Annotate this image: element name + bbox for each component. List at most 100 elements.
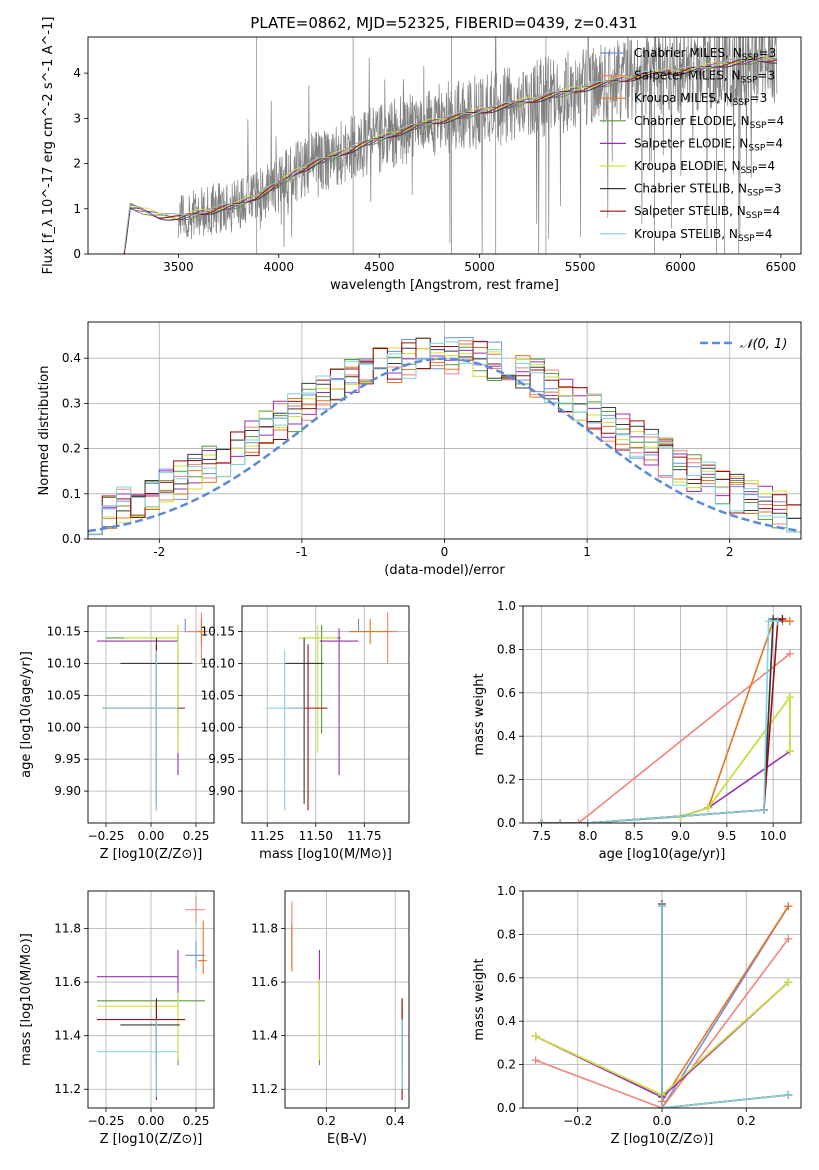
massweight_vs_age-ytick-label: 0.4	[497, 729, 516, 743]
massweight_vs_age-marker-kroupa-miles	[785, 617, 794, 626]
spectrum-frame	[87, 36, 802, 255]
residuals-ytick-label: 0.0	[62, 532, 81, 546]
age_vs_mass-ytick-label: 10.00	[201, 720, 235, 734]
age_vs_Z-ytick-label: 10.00	[47, 720, 81, 734]
age_vs_mass-plot-area	[265, 612, 398, 811]
massweight_vs_age-frame	[522, 605, 802, 824]
mass_vs_ebv-plot-area	[291, 901, 403, 1100]
massweight_vs_Z-ytick-label: 0.2	[497, 1058, 516, 1072]
massweight_vs_age-line-chabrier-miles	[541, 620, 790, 823]
massweight_vs_age-xtick-label: 9.0	[671, 829, 690, 843]
massweight_vs_Z-marker-kroupa-elodie	[531, 1032, 540, 1041]
massweight_vs_age-marker-salpeter-miles	[574, 819, 583, 823]
massweight_vs_age-marker-kroupa-elodie	[785, 747, 794, 756]
age_vs_Z-panel: −0.25 0.00 0.25 9.90 9.95 10.00 10.05 10.10 10.1…	[19, 605, 215, 862]
spectrum-panel: 3500 4000 4500 5000 5500 6000 6500 0 1 2 3 4 wavelen…	[41, 17, 802, 293]
massweight_vs_Z-ylabel: mass weight	[472, 958, 487, 1040]
massweight_vs_Z-marker-kroupa-stelib	[658, 1104, 666, 1108]
massweight_vs_age-ytick-label: 1.0	[497, 599, 516, 613]
age_vs_Z-ytick-label: 10.10	[47, 656, 81, 670]
massweight_vs_age-panel: 7.5 8.0 8.5 9.0 9.5 10.0 0.0 0.2 0.4 0.6 0.8 1.0 age…	[472, 599, 802, 862]
massweight_vs_Z-xtick-label: −0.2	[563, 1114, 592, 1128]
age_vs_Z-plot-area	[97, 612, 209, 811]
massweight_vs_Z-marker-salpeter-miles	[531, 1056, 540, 1065]
legend-label-chabrier-stelib: Chabrier STELIB, NSSP=3	[634, 182, 782, 199]
mass_vs_ebv-panel: 0.2 0.4 11.2 11.4 11.6 11.8 E(B-V)	[251, 890, 410, 1147]
spectrum-plot-area	[123, 37, 778, 254]
spectrum-xtick-label: 5000	[464, 260, 495, 274]
massweight_vs_Z-marker-kroupa-miles	[784, 902, 793, 911]
massweight_vs_Z-ytick-label: 0.6	[497, 971, 516, 985]
age_vs_Z-frame	[87, 605, 215, 824]
massweight_vs_Z-marker-salpeter-miles	[784, 934, 793, 943]
age_vs_mass-xlabel: mass [log10(M/M⊙)]	[259, 847, 392, 862]
residuals-ylabel: Normed distribution	[37, 366, 52, 496]
massweight_vs_age-marker-kroupa-stelib	[759, 805, 768, 814]
massweight_vs_Z-ytick-label: 0.0	[497, 1101, 516, 1115]
residuals-xtick-label: -1	[296, 545, 308, 559]
age_vs_Z-xlabel: Z [log10(Z/Z⊙)]	[100, 847, 203, 862]
massweight_vs_age-marker-kroupa-elodie	[785, 693, 794, 702]
residuals-ytick-label: 0.4	[62, 351, 81, 365]
mass_vs_ebv-xtick-label: 0.4	[386, 1114, 405, 1128]
spectrum-ytick-label: 2	[73, 157, 81, 171]
residuals-xtick-label: 1	[583, 545, 591, 559]
massweight_vs_age-line-chabrier-elodie	[541, 694, 791, 823]
mass_vs_Z-ytick-label: 11.6	[54, 975, 81, 989]
age_vs_mass-panel: 11.25 11.50 11.75 9.90 9.95 10.00 10.05 10.10 10…	[201, 605, 410, 862]
mass_vs_ebv-ytick-label: 11.8	[251, 922, 278, 936]
massweight_vs_age-marker-salpeter-miles	[785, 649, 794, 658]
massweight_vs_age-xtick-label: 8.0	[578, 829, 597, 843]
massweight_vs_Z-xtick-label: 0.0	[652, 1114, 671, 1128]
age_vs_Z-ytick-label: 9.95	[54, 752, 81, 766]
figure-title: PLATE=0862, MJD=52325, FIBERID=0439, z=0…	[250, 14, 637, 32]
age_vs_mass-ytick-label: 9.95	[208, 752, 235, 766]
massweight_vs_age-xtick-label: 10.0	[760, 829, 787, 843]
spectrum-xlabel: wavelength [Angstrom, rest frame]	[330, 278, 559, 293]
spectrum-ytick-label: 0	[73, 247, 81, 261]
mass_vs_ebv-xtick-label: 0.2	[317, 1114, 336, 1128]
massweight_vs_Z-marker-kroupa-elodie	[784, 978, 793, 987]
mass_vs_ebv-frame	[284, 890, 410, 1109]
massweight_vs_age-line-kroupa-elodie	[541, 694, 791, 823]
residuals-xtick-label: -2	[153, 545, 165, 559]
mass_vs_ebv-ytick-label: 11.4	[251, 1029, 278, 1043]
age_vs_mass-ytick-label: 10.15	[201, 625, 235, 639]
spectrum-model-chabrier-stelib	[123, 59, 777, 254]
mass_vs_Z-xtick-label: 0.25	[183, 1114, 210, 1128]
mass_vs_ebv-xlabel: E(B-V)	[327, 1132, 367, 1147]
massweight_vs_Z-xtick-label: 0.2	[737, 1114, 756, 1128]
mass_vs_ebv-ytick-label: 11.6	[251, 975, 278, 989]
massweight_vs_age-line-salpeter-miles	[541, 653, 791, 823]
residuals-xlabel: (data-model)/error	[384, 563, 505, 578]
massweight_vs_Z-line-salpeter-miles	[535, 938, 790, 1108]
massweight_vs_age-marker-chabrier-miles	[556, 819, 565, 823]
massweight_vs_Z-xlabel: Z [log10(Z/Z⊙)]	[611, 1132, 714, 1147]
massweight_vs_age-marker-kroupa-stelib	[773, 617, 782, 626]
spectrum-xtick-label: 6500	[766, 260, 797, 274]
massweight_vs_Z-line-kroupa-stelib	[661, 906, 789, 1108]
mass_vs_Z-frame	[87, 890, 215, 1109]
spectrum-xtick-label: 6000	[665, 260, 696, 274]
massweight_vs_Z-ytick-label: 0.8	[497, 927, 516, 941]
normal-curve	[88, 357, 801, 533]
massweight_vs_age-marker-kroupa-stelib	[764, 617, 773, 626]
massweight_vs_Z-marker-kroupa-stelib	[784, 1090, 793, 1099]
spectrum-ylabel: Flux [f_λ 10^-17 erg cm^-2 s^-1 A^-1]	[41, 17, 56, 275]
spectrum-xtick-label: 4500	[364, 260, 395, 274]
legend-label-salpeter-elodie: Salpeter ELODIE, NSSP=4	[634, 136, 783, 153]
massweight_vs_Z-line-kroupa-miles	[661, 905, 790, 1102]
massweight_vs_age-marker-salpeter-stelib	[778, 615, 787, 624]
legend-label-kroupa-miles: Kroupa MILES, NSSP=3	[634, 91, 767, 108]
residual-hist-kroupa-stelib	[88, 341, 801, 539]
mass_vs_Z-plot-area	[97, 896, 207, 1100]
age_vs_mass-ytick-label: 10.05	[201, 688, 235, 702]
age_vs_mass-ytick-label: 9.90	[208, 784, 235, 798]
massweight_vs_age-ytick-label: 0.8	[497, 642, 516, 656]
age_vs_Z-ytick-label: 10.15	[47, 625, 81, 639]
age_vs_mass-xtick-label: 11.25	[250, 829, 284, 843]
massweight_vs_age-plot-area	[537, 615, 794, 823]
age_vs_Z-ytick-label: 10.05	[47, 688, 81, 702]
legend-label-salpeter-stelib: Salpeter STELIB, NSSP=4	[634, 204, 780, 221]
